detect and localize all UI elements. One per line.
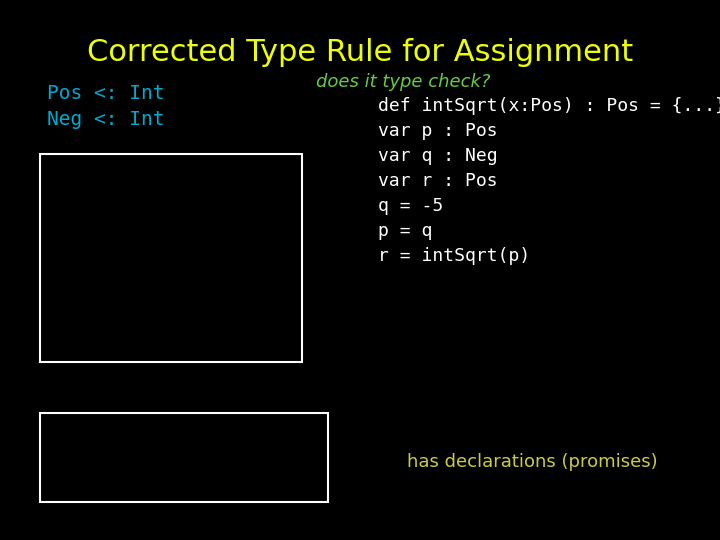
Text: does it type check?: does it type check? (316, 73, 490, 91)
Text: Pos <: Int
Neg <: Int: Pos <: Int Neg <: Int (47, 84, 164, 129)
Bar (40, 154, 302, 362)
Text: has declarations (promises): has declarations (promises) (407, 453, 657, 471)
Bar (40, 413, 328, 502)
Text: Corrected Type Rule for Assignment: Corrected Type Rule for Assignment (87, 38, 633, 67)
Text: def intSqrt(x:Pos) : Pos = {...}
var p : Pos
var q : Neg
var r : Pos
q = -5
p = : def intSqrt(x:Pos) : Pos = {...} var p :… (378, 97, 720, 265)
